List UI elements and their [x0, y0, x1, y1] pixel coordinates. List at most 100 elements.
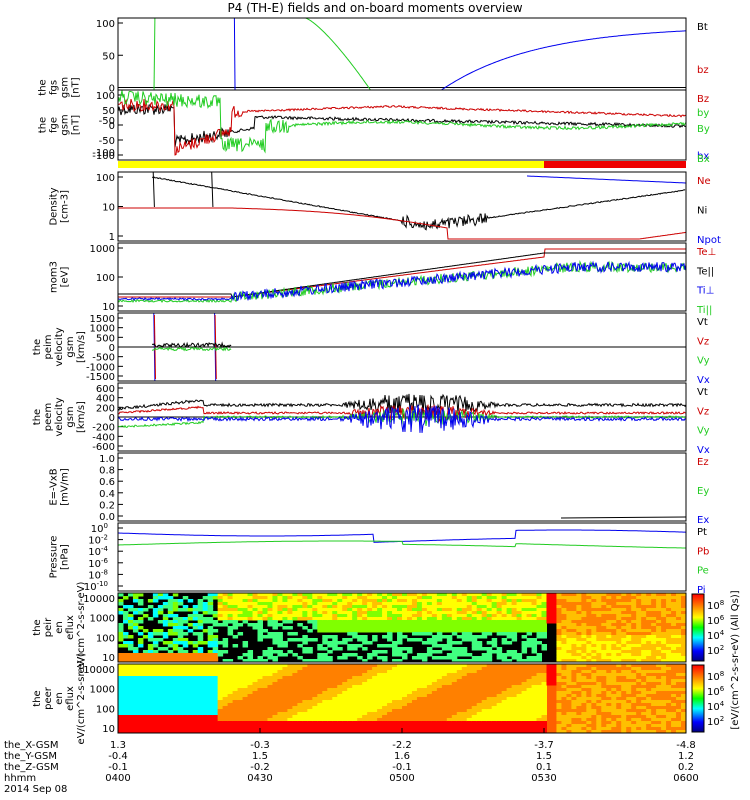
ytick-label: -100 — [92, 151, 115, 162]
spec-cell — [646, 608, 652, 612]
spec-cell — [636, 700, 642, 704]
spec-cell — [651, 626, 657, 630]
spec-cell — [506, 697, 513, 701]
spec-cell — [656, 706, 662, 710]
spec-cell — [232, 721, 239, 725]
spec-cell — [347, 703, 353, 707]
spec-cell — [317, 629, 323, 633]
spec-cell — [297, 602, 303, 606]
spec-cell — [461, 602, 468, 606]
spec-cell — [651, 721, 657, 725]
spec-cell — [207, 659, 214, 663]
spec-cell — [446, 653, 453, 657]
ephem-value: -0.1 — [392, 762, 412, 773]
panel-4-ylabel: mom3 [eV] — [49, 261, 71, 293]
spec-cell — [402, 685, 408, 689]
spec-cell — [591, 667, 597, 671]
spec-cell — [596, 727, 602, 731]
spec-cell — [506, 623, 513, 627]
spec-cell — [347, 697, 353, 701]
spec-cell — [322, 679, 328, 683]
spec-cell — [347, 700, 353, 704]
spec-cell — [242, 605, 249, 609]
spec-cell — [137, 617, 144, 621]
spec-cell — [222, 641, 229, 645]
spec-cell — [152, 691, 159, 695]
spec-cell — [222, 718, 229, 722]
spec-cell — [456, 629, 463, 633]
spec-cell — [217, 602, 224, 606]
spec-cell — [227, 667, 234, 671]
spec-cell — [332, 667, 338, 671]
spec-cell — [586, 679, 592, 683]
spec-cell — [292, 611, 298, 615]
spec-cell — [586, 706, 592, 710]
spec-cell — [471, 670, 478, 674]
spec-cell — [496, 632, 503, 636]
spec-cell — [486, 611, 493, 615]
spec-cell — [501, 694, 508, 698]
spec-cell — [347, 599, 353, 603]
spec-cell — [446, 676, 453, 680]
spec-cell — [441, 602, 448, 606]
spec-cell — [511, 670, 518, 674]
spec-cell — [387, 667, 393, 671]
spec-cell — [357, 596, 363, 600]
spec-cell — [676, 638, 682, 642]
spec-cell — [506, 691, 513, 695]
spec-cell — [377, 715, 383, 719]
spec-cell — [496, 673, 503, 677]
spec-cell — [561, 602, 567, 606]
spec-cell — [182, 688, 189, 692]
spec-cell — [242, 676, 249, 680]
spec-cell — [142, 706, 149, 710]
spec-cell — [681, 721, 687, 725]
spec-cell — [521, 644, 528, 648]
spec-cell — [337, 623, 343, 627]
spec-cell — [436, 694, 443, 698]
spec-cell — [526, 706, 533, 710]
spec-cell — [466, 682, 473, 686]
spec-cell — [367, 706, 373, 710]
spec-cell — [466, 667, 473, 671]
spec-cell — [661, 694, 667, 698]
spec-cell — [466, 632, 473, 636]
spec-cell — [227, 593, 234, 597]
spec-cell — [357, 629, 363, 633]
spec-cell — [656, 602, 662, 606]
spec-cell — [681, 650, 687, 654]
spec-cell — [496, 614, 503, 618]
spec-cell — [601, 638, 607, 642]
spec-cell — [212, 673, 219, 677]
spec-cell — [506, 730, 513, 734]
spec-cell — [292, 596, 298, 600]
spec-cell — [636, 641, 642, 645]
spec-cell — [282, 620, 288, 624]
spec-cell — [297, 638, 303, 642]
spec-cell — [511, 727, 518, 731]
spec-cell — [182, 676, 189, 680]
spec-cell — [397, 697, 403, 701]
spec-cell — [137, 656, 144, 660]
spec-cell — [297, 718, 303, 722]
spec-cell — [586, 611, 592, 615]
spec-cell — [382, 715, 388, 719]
spec-cell — [118, 706, 124, 710]
spec-cell — [666, 679, 672, 683]
spec-cell — [292, 697, 298, 701]
spec-cell — [357, 724, 363, 728]
spec-cell — [297, 700, 303, 704]
spec-cell — [421, 688, 428, 692]
spec-cell — [546, 602, 552, 606]
spec-cell — [606, 635, 612, 639]
spec-cell — [197, 715, 204, 719]
spec-cell — [631, 688, 637, 692]
spec-cell — [521, 593, 528, 597]
spec-cell — [347, 614, 353, 618]
spec-cell — [147, 718, 154, 722]
spec-cell — [392, 611, 398, 615]
spec-cell — [147, 724, 154, 728]
spec-cell — [516, 709, 523, 713]
spec-cell — [496, 656, 503, 660]
spec-cell — [521, 700, 528, 704]
